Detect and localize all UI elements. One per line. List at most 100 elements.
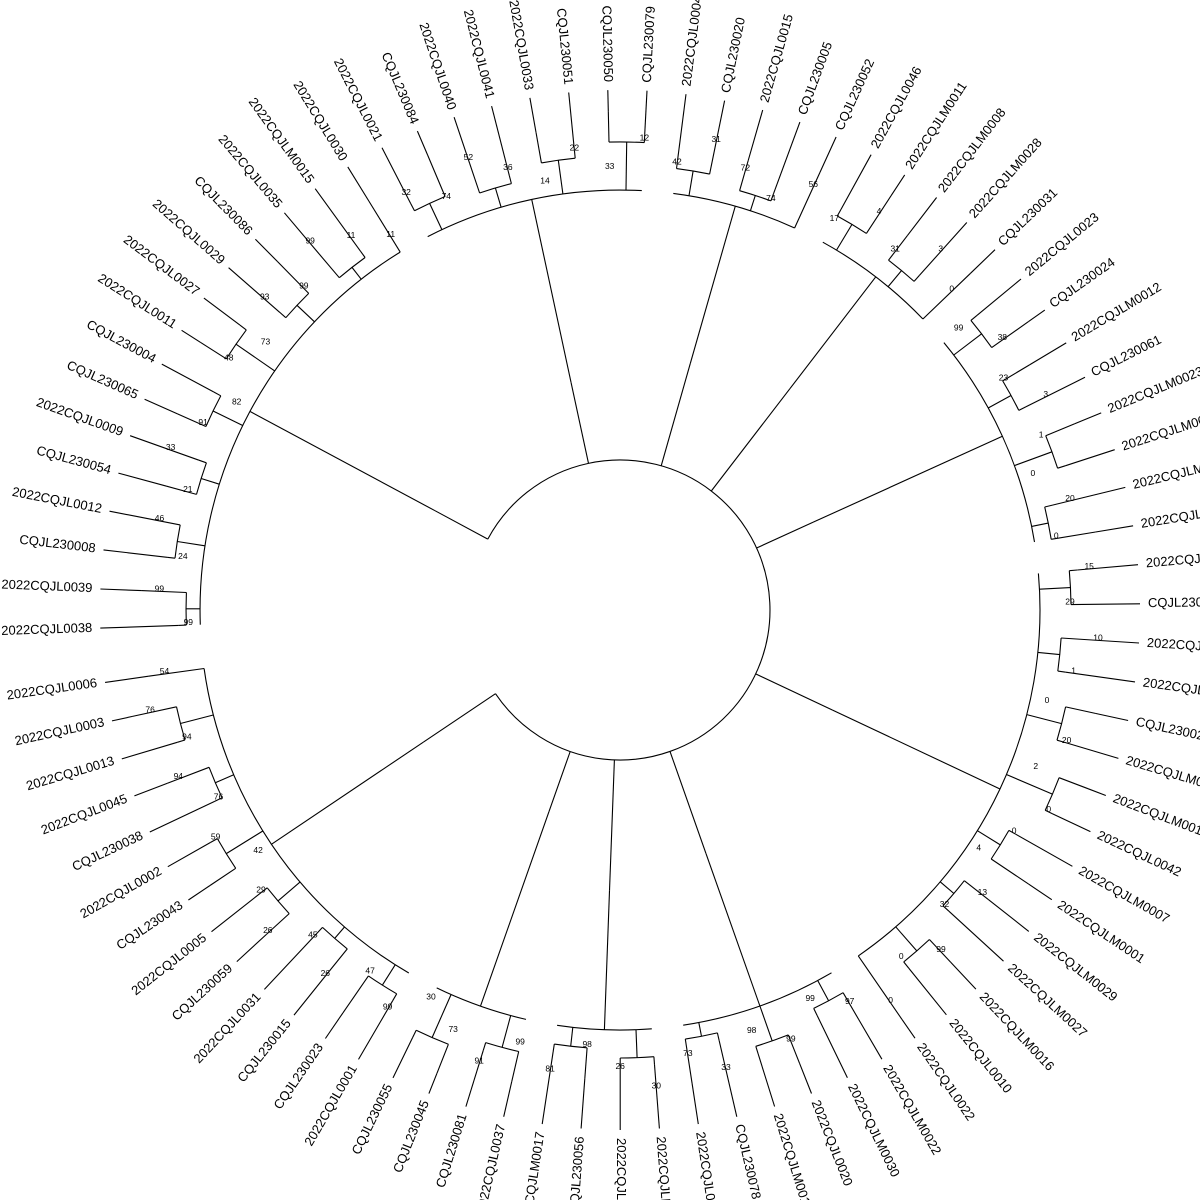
leaf-branch [970, 249, 996, 274]
leaf-branch [314, 188, 361, 252]
bootstrap-value: 97 [845, 996, 855, 1006]
leaf-branch [491, 105, 510, 177]
leaf-label: 2022CQJL0021 [331, 56, 386, 144]
node-arc [414, 195, 446, 212]
leaf-label: CQJL230004 [84, 317, 159, 366]
leaf-branch [161, 363, 215, 393]
leaf-branch [283, 212, 320, 255]
node-arc [554, 1043, 588, 1049]
internal-branch [749, 195, 756, 211]
leaf-branch [109, 510, 137, 517]
clade-stem [603, 890, 611, 1030]
leaf-branch [293, 972, 329, 1016]
leaf-label: CQJL230031 [995, 185, 1061, 249]
leaf-branch [141, 590, 187, 594]
leaf-label: 2022CQJLM0020 [1142, 675, 1200, 704]
bootstrap-value: 0 [1046, 804, 1051, 814]
leaf-branch [842, 992, 860, 1020]
leaf-branch [166, 766, 210, 784]
bootstrap-value: 30 [426, 992, 436, 1002]
bootstrap-value: 0 [1054, 530, 1059, 540]
leaf-label: CQJL230043 [113, 897, 185, 952]
clade-stem [832, 709, 1001, 790]
leaf-label: CQJL230051 [554, 8, 577, 86]
bootstrap-value: 47 [365, 965, 375, 975]
leaf-branch [342, 975, 369, 1014]
bootstrap-value: 56 [809, 179, 819, 189]
node-arc [266, 887, 290, 914]
bootstrap-value: 91 [198, 417, 208, 427]
leaf-branch [716, 1032, 720, 1041]
backbone-branch [660, 363, 691, 466]
bootstrap-value: 0 [949, 283, 954, 293]
bootstrap-value: 0 [1045, 695, 1050, 705]
leaf-branch [118, 472, 167, 487]
leaf-branch [976, 278, 1022, 316]
bootstrap-value: 21 [183, 484, 193, 494]
leaf-label: 2022CQJLM0030 [845, 1081, 903, 1179]
leaf-branch [482, 1042, 487, 1051]
internal-branch [1006, 773, 1053, 795]
bootstrap-value: 82 [232, 396, 242, 406]
leaf-branch [199, 341, 227, 360]
leaf-label: CQJL230041 [1148, 594, 1200, 610]
leaf-branch [535, 132, 542, 163]
leaf-label: 2022CQJL0013 [24, 753, 116, 793]
leaf-branch [1057, 465, 1066, 469]
leaf-label: CQJL230023 [270, 1040, 326, 1112]
node-arc [174, 524, 181, 559]
bootstrap-value: 48 [224, 352, 234, 362]
backbone-branch [434, 510, 489, 540]
clade-stem [249, 410, 436, 512]
leaf-branch [908, 967, 947, 1016]
leaf-branch [1087, 788, 1106, 797]
leaf-label: CQJL230024 [1046, 254, 1117, 310]
leaf-branch [948, 910, 1004, 962]
leaf-branch [260, 887, 268, 894]
leaf-label: 2022CQJL0039 [1, 576, 93, 595]
leaf-branch [121, 741, 178, 760]
leaf-label: 2022CQJLM0025 [1140, 500, 1200, 531]
leaf-label: 2022CQJL0042 [1095, 827, 1184, 879]
leaf-branch [676, 94, 687, 161]
leaf-label: CQJL230055 [348, 1081, 395, 1156]
leaf-branch [903, 961, 910, 969]
bootstrap-value: 99 [383, 1001, 393, 1011]
leaf-branch [181, 329, 201, 343]
leaf-label: CQJL230056 [566, 1136, 587, 1200]
bootstrap-value: 26 [321, 968, 331, 978]
leaf-branch [129, 435, 200, 461]
leaf-branch [1065, 449, 1115, 467]
bootstrap-value: 99 [805, 993, 815, 1003]
node-arc [1002, 380, 1020, 411]
bootstrap-value: 33 [166, 442, 176, 452]
bootstrap-value: 14 [540, 176, 550, 186]
leaf-branch [1056, 739, 1065, 743]
leaf-label: 2022CQJL0004 [679, 0, 705, 87]
leaf-branch [188, 885, 211, 901]
leaf-branch [358, 1000, 394, 1060]
internal-branch [381, 964, 396, 986]
leaf-branch [263, 932, 318, 990]
leaf-branch [198, 459, 207, 464]
leaf-branch [276, 260, 310, 294]
leaf-branch [1064, 741, 1119, 759]
leaf-label: CQJL230029 [1135, 714, 1200, 745]
leaf-label: CQJL230045 [390, 1098, 432, 1175]
leaf-branch [718, 100, 726, 131]
internal-branch [887, 270, 902, 288]
bootstrap-value: 0 [888, 995, 893, 1005]
leaf-label: 2022CQJLM0021 [614, 1138, 629, 1200]
leaf-branch [469, 163, 481, 194]
leaf-branch [607, 90, 609, 112]
node-arc [1056, 706, 1067, 741]
node-arc [1057, 637, 1062, 672]
leaf-branch [210, 838, 218, 843]
node-arc [368, 975, 397, 995]
leaf-branch [890, 174, 906, 197]
leaf-branch [675, 160, 679, 169]
bootstrap-value: 59 [211, 832, 221, 842]
bootstrap-value: 12 [640, 133, 650, 143]
leaf-branch [787, 1034, 801, 1064]
leaf-branch [1065, 671, 1136, 683]
